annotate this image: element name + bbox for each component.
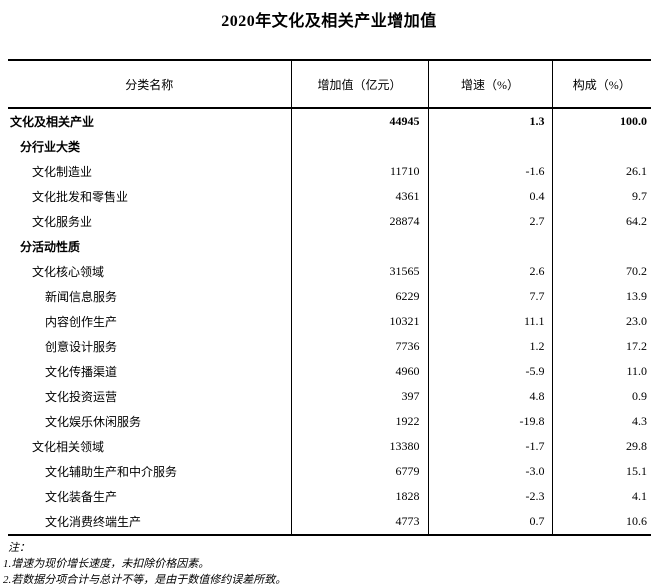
value-cell: 13380 bbox=[290, 434, 428, 459]
table-body: 文化及相关产业 44945 1.3 100.0 分行业大类 文化制造业 1171… bbox=[8, 108, 651, 535]
table-row: 文化核心领域 31565 2.6 70.2 bbox=[8, 259, 651, 284]
share-cell: 10.6 bbox=[551, 509, 651, 535]
column-header-growth: 增速（%） bbox=[427, 60, 552, 109]
table-row: 文化辅助生产和中介服务 6779 -3.0 15.1 bbox=[8, 459, 651, 484]
table-row: 分活动性质 bbox=[8, 234, 651, 259]
table-header: 分类名称 增加值（亿元） 增速（%） 构成（%） bbox=[8, 60, 651, 109]
added-value-table: 分类名称 增加值（亿元） 增速（%） 构成（%） 文化及相关产业 44945 1… bbox=[8, 59, 651, 536]
growth-cell: 0.7 bbox=[427, 509, 552, 535]
category-cell: 创意设计服务 bbox=[45, 340, 118, 354]
table-row: 创意设计服务 7736 1.2 17.2 bbox=[8, 334, 651, 359]
value-cell: 6779 bbox=[290, 459, 428, 484]
share-cell: 9.7 bbox=[551, 184, 651, 209]
value-cell: 6229 bbox=[290, 284, 428, 309]
share-cell: 0.9 bbox=[551, 384, 651, 409]
growth-cell: -1.6 bbox=[427, 159, 552, 184]
share-cell: 15.1 bbox=[551, 459, 651, 484]
value-cell: 4361 bbox=[290, 184, 428, 209]
value-cell: 4773 bbox=[290, 509, 428, 535]
value-cell: 397 bbox=[290, 384, 428, 409]
table-row: 文化批发和零售业 4361 0.4 9.7 bbox=[8, 184, 651, 209]
value-cell: 44945 bbox=[290, 108, 428, 134]
table-row: 文化相关领域 13380 -1.7 29.8 bbox=[8, 434, 651, 459]
value-cell bbox=[290, 234, 428, 259]
value-cell bbox=[290, 134, 428, 159]
growth-cell: -1.7 bbox=[427, 434, 552, 459]
category-cell: 文化投资运营 bbox=[45, 390, 118, 404]
category-cell: 文化辅助生产和中介服务 bbox=[45, 465, 178, 479]
growth-cell: -3.0 bbox=[427, 459, 552, 484]
share-cell: 29.8 bbox=[551, 434, 651, 459]
column-header-category: 分类名称 bbox=[8, 60, 291, 109]
value-cell: 4960 bbox=[290, 359, 428, 384]
share-cell: 4.3 bbox=[551, 409, 651, 434]
growth-cell: 2.7 bbox=[427, 209, 552, 234]
page-title: 2020年文化及相关产业增加值 bbox=[221, 13, 437, 30]
category-cell: 文化娱乐休闲服务 bbox=[45, 415, 142, 429]
category-cell: 文化批发和零售业 bbox=[32, 190, 129, 204]
category-cell: 文化传播渠道 bbox=[45, 365, 118, 379]
share-cell: 26.1 bbox=[551, 159, 651, 184]
category-cell: 文化消费终端生产 bbox=[45, 515, 142, 529]
growth-cell: -19.8 bbox=[427, 409, 552, 434]
table-row: 文化服务业 28874 2.7 64.2 bbox=[8, 209, 651, 234]
share-cell bbox=[551, 234, 651, 259]
share-cell: 23.0 bbox=[551, 309, 651, 334]
share-cell: 100.0 bbox=[551, 108, 651, 134]
category-cell: 分活动性质 bbox=[20, 240, 81, 254]
share-cell: 13.9 bbox=[551, 284, 651, 309]
growth-cell: 1.2 bbox=[427, 334, 552, 359]
growth-cell: 4.8 bbox=[427, 384, 552, 409]
category-cell: 内容创作生产 bbox=[45, 315, 118, 329]
growth-cell: 2.6 bbox=[427, 259, 552, 284]
table-row: 文化制造业 11710 -1.6 26.1 bbox=[8, 159, 651, 184]
category-cell: 新闻信息服务 bbox=[45, 290, 118, 304]
share-cell: 17.2 bbox=[551, 334, 651, 359]
share-cell: 4.1 bbox=[551, 484, 651, 509]
note-item-2: 2.若数据分项合计与总计不等，是由于数值修约误差所致。 bbox=[3, 574, 287, 586]
table-row: 文化装备生产 1828 -2.3 4.1 bbox=[8, 484, 651, 509]
category-cell: 文化相关领域 bbox=[32, 440, 105, 454]
growth-cell bbox=[427, 134, 552, 159]
table-row: 文化消费终端生产 4773 0.7 10.6 bbox=[8, 509, 651, 535]
header-row: 分类名称 增加值（亿元） 增速（%） 构成（%） bbox=[8, 60, 651, 109]
value-cell: 7736 bbox=[290, 334, 428, 359]
table-row: 分行业大类 bbox=[8, 134, 651, 159]
column-header-share: 构成（%） bbox=[551, 60, 651, 109]
category-cell: 文化核心领域 bbox=[32, 265, 105, 279]
category-cell: 文化制造业 bbox=[32, 165, 93, 179]
notes-label: 注： bbox=[8, 542, 30, 554]
table-row: 文化投资运营 397 4.8 0.9 bbox=[8, 384, 651, 409]
value-cell: 28874 bbox=[290, 209, 428, 234]
table-row: 内容创作生产 10321 11.1 23.0 bbox=[8, 309, 651, 334]
value-cell: 10321 bbox=[290, 309, 428, 334]
table-row: 新闻信息服务 6229 7.7 13.9 bbox=[8, 284, 651, 309]
note-item-1: 1.增速为现价增长速度，未扣除价格因素。 bbox=[3, 558, 210, 570]
growth-cell: 0.4 bbox=[427, 184, 552, 209]
value-cell: 11710 bbox=[290, 159, 428, 184]
growth-cell: 11.1 bbox=[427, 309, 552, 334]
growth-cell: 1.3 bbox=[427, 108, 552, 134]
category-cell: 文化及相关产业 bbox=[10, 115, 95, 129]
growth-cell: 7.7 bbox=[427, 284, 552, 309]
value-cell: 1922 bbox=[290, 409, 428, 434]
table-row: 文化传播渠道 4960 -5.9 11.0 bbox=[8, 359, 651, 384]
category-cell: 文化服务业 bbox=[32, 215, 93, 229]
share-cell: 70.2 bbox=[551, 259, 651, 284]
share-cell: 64.2 bbox=[551, 209, 651, 234]
value-cell: 31565 bbox=[290, 259, 428, 284]
category-cell: 文化装备生产 bbox=[45, 490, 118, 504]
share-cell: 11.0 bbox=[551, 359, 651, 384]
category-cell: 分行业大类 bbox=[20, 140, 81, 154]
growth-cell: -5.9 bbox=[427, 359, 552, 384]
share-cell bbox=[551, 134, 651, 159]
column-header-added-value: 增加值（亿元） bbox=[290, 60, 428, 109]
footnotes: 注： 1.增速为现价增长速度，未扣除价格因素。 2.若数据分项合计与总计不等，是… bbox=[3, 540, 658, 588]
growth-cell: -2.3 bbox=[427, 484, 552, 509]
table-row: 文化及相关产业 44945 1.3 100.0 bbox=[8, 108, 651, 134]
table-row: 文化娱乐休闲服务 1922 -19.8 4.3 bbox=[8, 409, 651, 434]
value-cell: 1828 bbox=[290, 484, 428, 509]
growth-cell bbox=[427, 234, 552, 259]
